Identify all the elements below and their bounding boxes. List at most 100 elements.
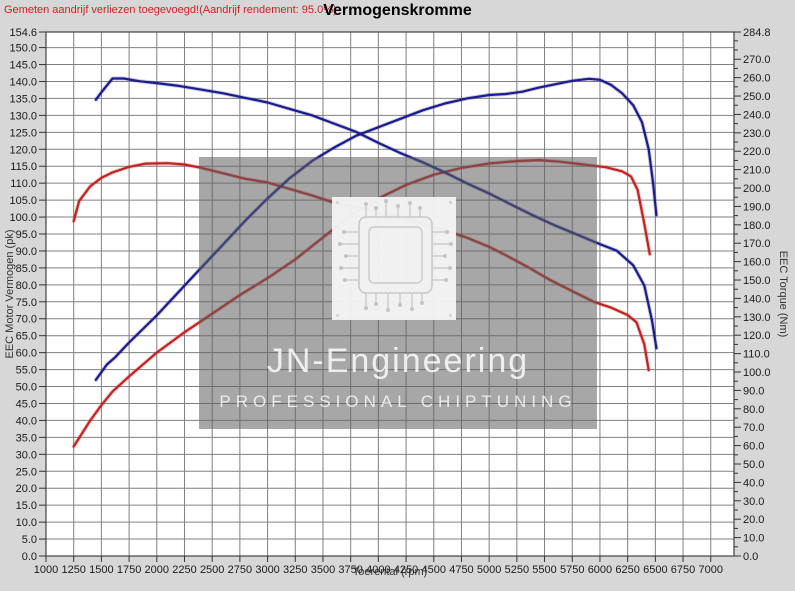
y-left-tick-label: 35.0 — [16, 432, 37, 444]
x-tick-label: 6250 — [615, 564, 639, 576]
y-right-tick-label: 90.0 — [743, 385, 764, 397]
trace-dot — [384, 199, 388, 203]
plot-border — [45, 31, 735, 557]
y-left-tick-label: 85.0 — [16, 263, 37, 275]
y-left-tick-label: 40.0 — [16, 415, 37, 427]
x-tick-label: 2500 — [200, 564, 224, 576]
y-right-tick-label: 50.0 — [743, 459, 764, 471]
y-left-tick-label: 105.0 — [9, 195, 37, 207]
y-left-tick-label: 0.0 — [22, 551, 37, 563]
chip-die — [368, 226, 423, 284]
y-left-tick-label: 125.0 — [9, 127, 37, 139]
y-right-tick-label: 230.0 — [743, 128, 771, 140]
x-tick-label: 2750 — [228, 564, 252, 576]
trace-dot — [408, 201, 412, 205]
y-left-tick-label: 130.0 — [9, 110, 37, 122]
y-right-tick-label: 0.0 — [743, 551, 758, 563]
watermark-tagline: PROFESSIONAL CHIPTUNING — [219, 392, 576, 411]
trace-dot — [374, 206, 378, 210]
y-right-tick-label: 240.0 — [743, 109, 771, 121]
watermark: JN-Engineering PROFESSIONAL CHIPTUNING — [199, 157, 597, 429]
y-right-tick-label: 284.8 — [743, 27, 771, 39]
y-left-tick-label: 30.0 — [16, 449, 37, 461]
x-tick-label: 7000 — [698, 564, 722, 576]
x-axis-title: Toerental (rpm) — [352, 566, 428, 578]
x-tick-label: 4000 — [366, 564, 390, 576]
y-right-tick-label: 30.0 — [743, 496, 764, 508]
y-right-tick-label: 180.0 — [743, 220, 771, 232]
drive-loss-note: Gemeten aandrijf verliezen toegevoegd!(A… — [4, 4, 337, 16]
y-right-tick-label: 20.0 — [743, 514, 764, 526]
y-left-tick-label: 15.0 — [16, 500, 37, 512]
x-tick-label: 3500 — [311, 564, 335, 576]
y-left-tick-label: 60.0 — [16, 348, 37, 360]
y-right-tick-label: 190.0 — [743, 201, 771, 213]
y-left-tick-label: 115.0 — [10, 161, 37, 173]
chart-title: Vermogenskromme — [323, 2, 472, 19]
y-right-tick-label: 270.0 — [743, 54, 771, 66]
y-left-tick-label: 120.0 — [9, 144, 37, 156]
y-left-tick-label: 135.0 — [9, 93, 37, 105]
chip-outline — [358, 216, 433, 294]
y-right-tick-label: 200.0 — [743, 183, 771, 195]
y-left-tick-label: 55.0 — [16, 365, 37, 377]
y-left-tick-label: 20.0 — [16, 483, 37, 495]
y-left-tick-label: 5.0 — [22, 534, 37, 546]
y-right-tick-label: 10.0 — [743, 533, 764, 545]
trace-dot — [343, 278, 347, 282]
trace-dot — [364, 306, 368, 310]
trace-dot — [339, 266, 343, 270]
trace-dot — [386, 308, 390, 312]
y-right-tick-label: 100.0 — [743, 367, 771, 379]
y-left-tick-label: 75.0 — [16, 297, 37, 309]
corner-mark — [449, 314, 452, 317]
y-right-tick-label: 110.0 — [743, 349, 770, 361]
trace-dot — [449, 242, 453, 246]
chip-circuit-logo-icon — [332, 197, 456, 320]
y-right-tick-label: 40.0 — [743, 477, 764, 489]
y-right-tick-label: 130.0 — [743, 312, 771, 324]
y-right-tick-label: 70.0 — [743, 422, 764, 434]
x-tick-label: 6750 — [671, 564, 695, 576]
trace-dot — [420, 301, 424, 305]
y-left-tick-label: 95.0 — [16, 229, 37, 241]
x-tick-label: 6500 — [643, 564, 667, 576]
y-right-tick-label: 160.0 — [743, 257, 771, 269]
y-right-tick-label: 260.0 — [743, 73, 771, 85]
y-right-tick-label: 210.0 — [743, 165, 771, 177]
x-tick-label: 4500 — [422, 564, 446, 576]
trace-dot — [410, 307, 414, 311]
trace-dot — [418, 206, 422, 210]
x-tick-label: 3750 — [338, 564, 362, 576]
x-tick-label: 1750 — [117, 564, 141, 576]
trace-dot — [338, 242, 342, 246]
y-right-tick-label: 220.0 — [743, 146, 771, 158]
trace-dot — [344, 254, 348, 258]
x-tick-label: 3000 — [255, 564, 279, 576]
x-tick-label: 5500 — [532, 564, 556, 576]
trace-dot — [342, 230, 346, 234]
y-left-tick-label: 154.6 — [9, 27, 37, 39]
y-left-tick-label: 150.0 — [9, 43, 37, 55]
y-left-tick-label: 110.0 — [10, 178, 37, 190]
x-tick-label: 3250 — [283, 564, 307, 576]
y-right-tick-label: 250.0 — [743, 91, 771, 103]
y-left-tick-label: 10.0 — [16, 517, 37, 529]
x-tick-label: 4750 — [449, 564, 473, 576]
x-tick-label: 1500 — [89, 564, 113, 576]
y-right-tick-label: 140.0 — [743, 293, 771, 305]
trace-dot — [445, 230, 449, 234]
x-tick-label: 2000 — [145, 564, 169, 576]
corner-mark — [449, 201, 452, 204]
torque-tuned-curve — [94, 77, 658, 350]
x-tick-label: 5000 — [477, 564, 501, 576]
x-tick-label: 6000 — [588, 564, 612, 576]
y-left-tick-label: 145.0 — [9, 60, 37, 72]
x-tick-label: 2250 — [172, 564, 196, 576]
plot-frame — [45, 31, 735, 557]
y-right-tick-label: 80.0 — [743, 404, 764, 416]
power-tuned-curve — [94, 77, 658, 381]
x-tick-label: 1000 — [34, 564, 58, 576]
